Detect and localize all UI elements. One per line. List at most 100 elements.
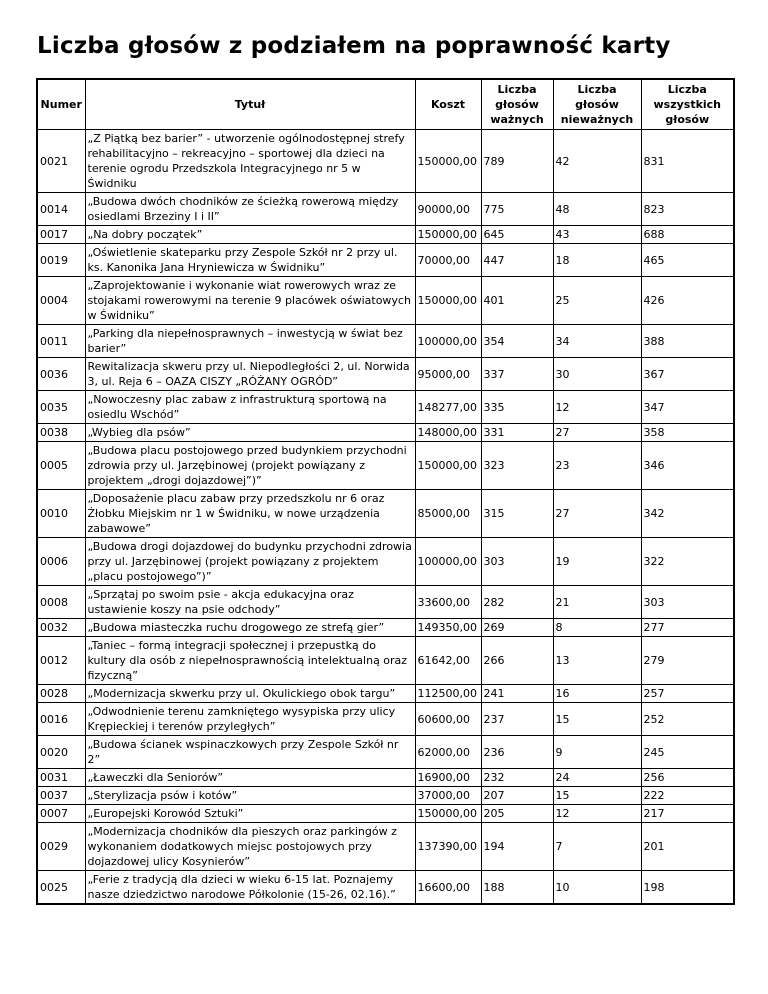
cell-glosy-wszystkie: 388 <box>640 324 735 358</box>
cell-glosy-wazne: 266 <box>480 636 554 685</box>
cell-glosy-niewazne: 34 <box>552 324 642 358</box>
cell-koszt: 62000,00 <box>414 735 482 769</box>
cell-tytul: „Sterylizacja psów i kotów” <box>84 786 416 805</box>
cell-numer: 0004 <box>36 276 86 325</box>
cell-tytul: „Oświetlenie skateparku przy Zespole Szk… <box>84 243 416 277</box>
table-row: 0010 „Doposażenie placu zabaw przy przed… <box>36 489 735 538</box>
cell-glosy-wazne: 323 <box>480 441 554 490</box>
cell-glosy-wazne: 447 <box>480 243 554 277</box>
cell-glosy-wszystkie: 465 <box>640 243 735 277</box>
table-row: 0019 „Oświetlenie skateparku przy Zespol… <box>36 243 735 277</box>
cell-glosy-wazne: 207 <box>480 786 554 805</box>
cell-koszt: 37000,00 <box>414 786 482 805</box>
table-row: 0005 „Budowa placu postojowego przed bud… <box>36 441 735 490</box>
table-row: 0017 „Na dobry początek” 150000,00 645 4… <box>36 225 735 244</box>
cell-glosy-wszystkie: 346 <box>640 441 735 490</box>
table-row: 0028 „Modernizacja skwerku przy ul. Okul… <box>36 684 735 703</box>
cell-glosy-niewazne: 18 <box>552 243 642 277</box>
cell-glosy-wazne: 337 <box>480 357 554 391</box>
table-row: 0007 „Europejski Korowód Sztuki” 150000,… <box>36 804 735 823</box>
cell-glosy-wazne: 335 <box>480 390 554 424</box>
cell-koszt: 150000,00 <box>414 225 482 244</box>
cell-glosy-wazne: 194 <box>480 822 554 871</box>
page-title: Liczba głosów z podziałem na poprawność … <box>37 33 671 59</box>
cell-glosy-wszystkie: 198 <box>640 870 735 905</box>
cell-tytul: „Nowoczesny plac zabaw z infrastrukturą … <box>84 390 416 424</box>
cell-glosy-niewazne: 13 <box>552 636 642 685</box>
cell-glosy-niewazne: 27 <box>552 489 642 538</box>
cell-glosy-wszystkie: 347 <box>640 390 735 424</box>
cell-tytul: „Budowa miasteczka ruchu drogowego ze st… <box>84 618 416 637</box>
cell-glosy-wszystkie: 257 <box>640 684 735 703</box>
cell-tytul: „Budowa drogi dojazdowej do budynku przy… <box>84 537 416 586</box>
table-row: 0032 „Budowa miasteczka ruchu drogowego … <box>36 618 735 637</box>
cell-glosy-wszystkie: 303 <box>640 585 735 619</box>
cell-glosy-wszystkie: 201 <box>640 822 735 871</box>
cell-glosy-niewazne: 42 <box>552 129 642 193</box>
cell-glosy-wazne: 241 <box>480 684 554 703</box>
cell-tytul: „Budowa ścianek wspinaczkowych przy Zesp… <box>84 735 416 769</box>
cell-glosy-wazne: 205 <box>480 804 554 823</box>
cell-tytul: „Doposażenie placu zabaw przy przedszkol… <box>84 489 416 538</box>
table-row: 0037 „Sterylizacja psów i kotów” 37000,0… <box>36 786 735 805</box>
cell-numer: 0008 <box>36 585 86 619</box>
cell-numer: 0032 <box>36 618 86 637</box>
cell-tytul: „Ferie z tradycją dla dzieci w wieku 6-1… <box>84 870 416 905</box>
table-row: 0011 „Parking dla niepełnosprawnych – in… <box>36 324 735 358</box>
cell-numer: 0019 <box>36 243 86 277</box>
cell-koszt: 150000,00 <box>414 276 482 325</box>
cell-numer: 0005 <box>36 441 86 490</box>
cell-glosy-niewazne: 25 <box>552 276 642 325</box>
cell-tytul: „Parking dla niepełnosprawnych – inwesty… <box>84 324 416 358</box>
cell-glosy-niewazne: 19 <box>552 537 642 586</box>
cell-numer: 0017 <box>36 225 86 244</box>
cell-koszt: 137390,00 <box>414 822 482 871</box>
table-row: 0016 „Odwodnienie terenu zamkniętego wys… <box>36 702 735 736</box>
cell-koszt: 150000,00 <box>414 804 482 823</box>
cell-glosy-wszystkie: 358 <box>640 423 735 442</box>
cell-glosy-wazne: 236 <box>480 735 554 769</box>
cell-glosy-wazne: 232 <box>480 768 554 787</box>
cell-glosy-wszystkie: 322 <box>640 537 735 586</box>
cell-tytul: „Modernizacja skwerku przy ul. Okulickie… <box>84 684 416 703</box>
cell-koszt: 148277,00 <box>414 390 482 424</box>
cell-tytul: „Wybieg dla psów” <box>84 423 416 442</box>
cell-glosy-wszystkie: 252 <box>640 702 735 736</box>
cell-glosy-wazne: 401 <box>480 276 554 325</box>
table-row: 0038 „Wybieg dla psów” 148000,00 331 27 … <box>36 423 735 442</box>
table-row: 0014 „Budowa dwóch chodników ze ścieżką … <box>36 192 735 226</box>
cell-tytul: „Odwodnienie terenu zamkniętego wysypisk… <box>84 702 416 736</box>
table-row: 0020 „Budowa ścianek wspinaczkowych przy… <box>36 735 735 769</box>
cell-glosy-wazne: 789 <box>480 129 554 193</box>
cell-koszt: 61642,00 <box>414 636 482 685</box>
col-header-tytul: Tytuł <box>84 78 416 130</box>
col-header-glosy-niewazne: Liczba głosów nieważnych <box>552 78 642 130</box>
cell-glosy-wazne: 282 <box>480 585 554 619</box>
cell-numer: 0010 <box>36 489 86 538</box>
cell-glosy-niewazne: 10 <box>552 870 642 905</box>
cell-numer: 0007 <box>36 804 86 823</box>
cell-tytul: „Na dobry początek” <box>84 225 416 244</box>
cell-koszt: 100000,00 <box>414 537 482 586</box>
cell-glosy-wszystkie: 831 <box>640 129 735 193</box>
cell-tytul: „Zaprojektowanie i wykonanie wiat rowero… <box>84 276 416 325</box>
cell-glosy-wazne: 303 <box>480 537 554 586</box>
cell-koszt: 85000,00 <box>414 489 482 538</box>
cell-numer: 0031 <box>36 768 86 787</box>
cell-koszt: 16900,00 <box>414 768 482 787</box>
cell-glosy-niewazne: 9 <box>552 735 642 769</box>
table-row: 0008 „Sprzątaj po swoim psie - akcja edu… <box>36 585 735 619</box>
table-row: 0006 „Budowa drogi dojazdowej do budynku… <box>36 537 735 586</box>
cell-numer: 0038 <box>36 423 86 442</box>
cell-glosy-wszystkie: 277 <box>640 618 735 637</box>
cell-glosy-wszystkie: 222 <box>640 786 735 805</box>
cell-glosy-wszystkie: 426 <box>640 276 735 325</box>
cell-koszt: 150000,00 <box>414 129 482 193</box>
table-row: 0004 „Zaprojektowanie i wykonanie wiat r… <box>36 276 735 325</box>
table-row: 0021 „Z Piątką bez barier” - utworzenie … <box>36 129 735 193</box>
cell-glosy-wszystkie: 688 <box>640 225 735 244</box>
table-row: 0012 „Taniec – formą integracji społeczn… <box>36 636 735 685</box>
cell-glosy-wazne: 315 <box>480 489 554 538</box>
cell-glosy-wszystkie: 342 <box>640 489 735 538</box>
